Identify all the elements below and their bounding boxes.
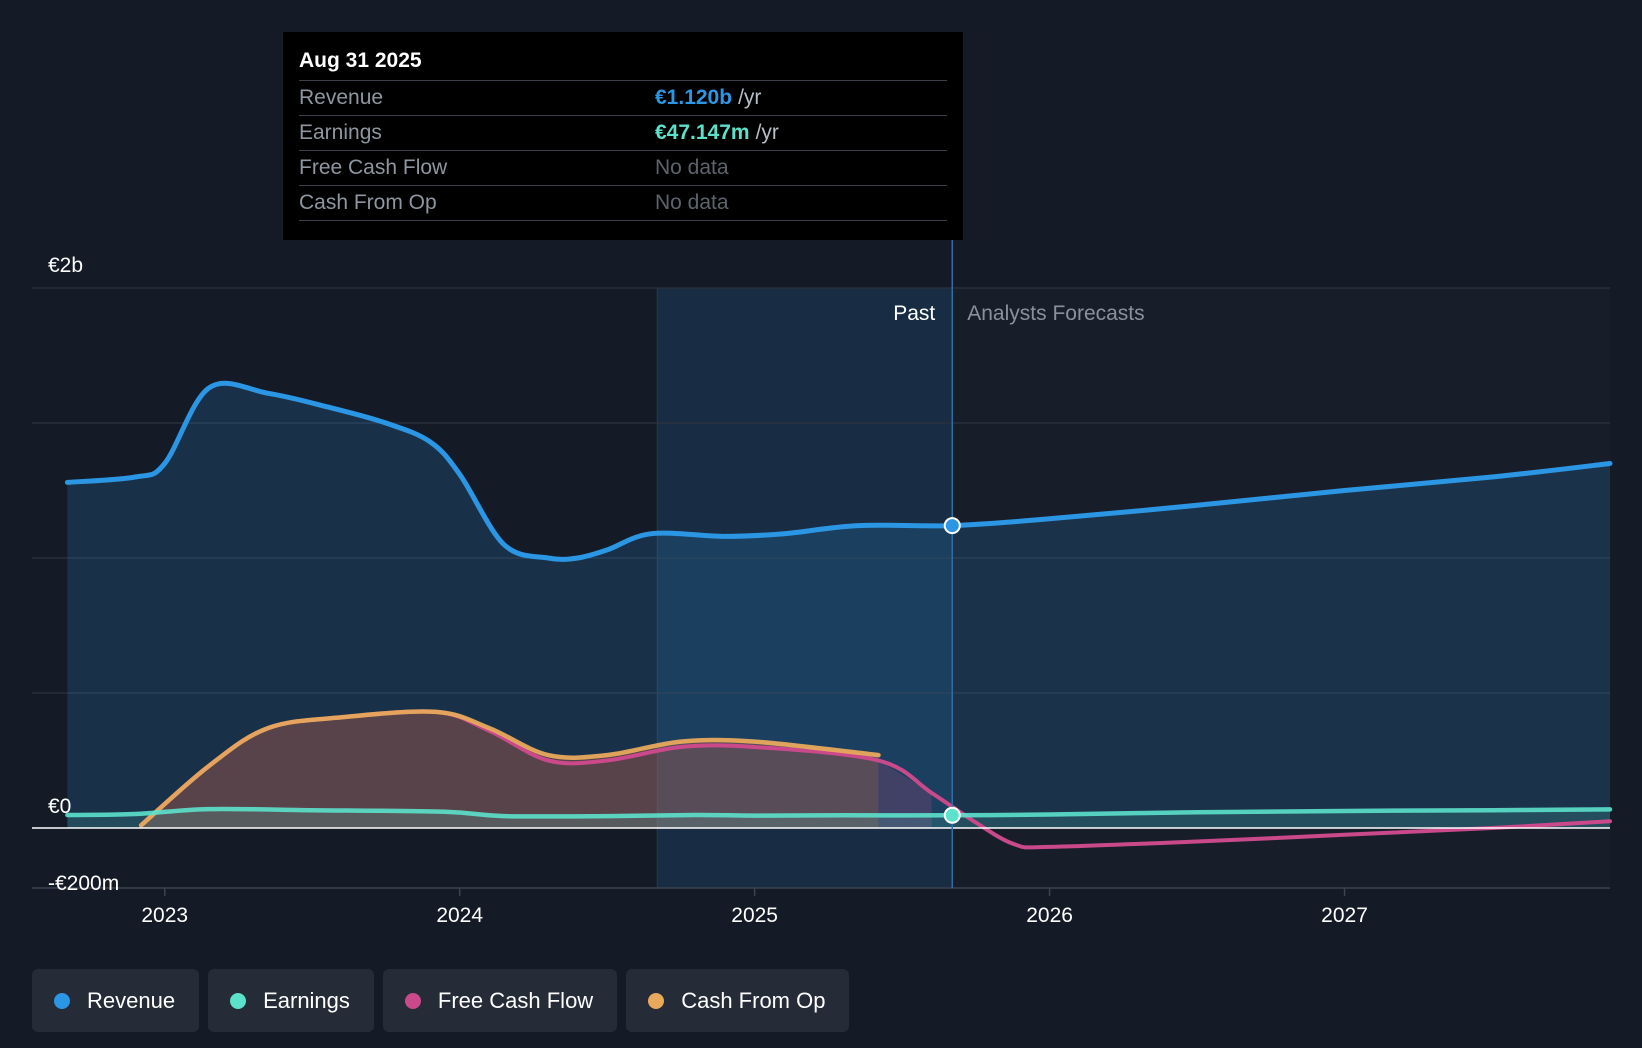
legend-label: Earnings	[263, 987, 350, 1013]
earnings-line	[65, 806, 1613, 819]
x-tick-label: 2027	[1321, 904, 1368, 927]
legend-dot-icon	[230, 992, 247, 1009]
legend-dot-icon	[404, 992, 421, 1009]
tooltip-row-earnings: Earnings €47.147m /yr	[299, 115, 947, 150]
free-cash-flow-area	[878, 760, 932, 828]
forecast-background	[952, 288, 1610, 888]
x-tick-label: 2023	[141, 904, 188, 927]
legend: Revenue Earnings Free Cash Flow Cash Fro…	[32, 969, 850, 1032]
tooltip-unit: /yr	[738, 86, 762, 109]
tooltip-value-free-cash-flow: No data	[655, 156, 729, 179]
tooltip-row-revenue: Revenue €1.120b /yr	[299, 80, 947, 115]
cash-from-op-line	[138, 709, 881, 828]
revenue-marker	[943, 517, 961, 535]
forecast-label: Analysts Forecasts	[967, 302, 1144, 325]
x-tick-label: 2026	[1026, 904, 1073, 927]
past-label: Past	[893, 302, 935, 325]
x-tick-label: 2025	[731, 904, 778, 927]
tooltip-label: Free Cash Flow	[299, 156, 448, 179]
legend-item-earnings[interactable]: Earnings	[208, 969, 374, 1032]
legend-label: Free Cash Flow	[437, 987, 594, 1013]
y-tick-label: -€200m	[48, 872, 119, 895]
legend-label: Cash From Op	[681, 987, 826, 1013]
legend-item-cash-from-op[interactable]: Cash From Op	[626, 969, 850, 1032]
tooltip-value-revenue: €1.120b	[655, 86, 733, 109]
tooltip-value-earnings: €47.147m	[655, 121, 750, 144]
tooltip-row-cash-from-op: Cash From Op No data	[299, 185, 947, 221]
tooltip-row-free-cash-flow: Free Cash Flow No data	[299, 150, 947, 185]
y-tick-label: €2b	[48, 254, 83, 277]
legend-item-free-cash-flow[interactable]: Free Cash Flow	[382, 969, 618, 1032]
legend-dot-icon	[648, 992, 665, 1009]
x-tick-label: 2024	[436, 904, 483, 927]
past-region-highlight	[657, 288, 953, 888]
earnings-marker	[943, 806, 961, 824]
tooltip-value-cash-from-op: No data	[655, 191, 729, 214]
tooltip-date: Aug 31 2025	[299, 49, 422, 72]
tooltip-unit: /yr	[755, 121, 779, 144]
revenue-line	[64, 380, 1613, 562]
legend-dot-icon	[54, 992, 70, 1009]
y-tick-label: €0	[48, 795, 71, 818]
tooltip: Aug 31 2025 Revenue €1.120b /yr Earnings…	[283, 32, 963, 240]
legend-item-revenue[interactable]: Revenue	[32, 969, 200, 1032]
legend-label: Revenue	[87, 987, 176, 1013]
tooltip-label: Earnings	[299, 121, 382, 144]
tooltip-label: Revenue	[299, 86, 384, 109]
tooltip-label: Cash From Op	[299, 191, 437, 214]
